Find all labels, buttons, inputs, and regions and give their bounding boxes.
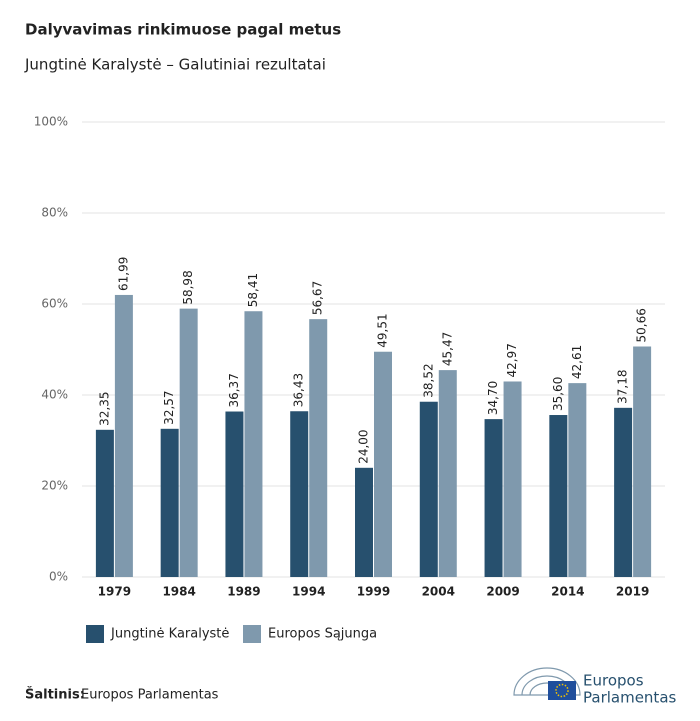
value-label: 34,70 bbox=[486, 381, 500, 415]
y-tick-label: 40% bbox=[41, 388, 68, 402]
value-label: 42,61 bbox=[570, 345, 584, 379]
value-label: 38,52 bbox=[421, 363, 435, 397]
bar bbox=[95, 429, 114, 577]
x-tick-label: 1999 bbox=[357, 585, 390, 599]
bar bbox=[309, 319, 328, 577]
bar bbox=[484, 419, 503, 577]
bar bbox=[549, 415, 568, 577]
bar bbox=[568, 383, 587, 577]
logo-icon bbox=[513, 667, 581, 700]
x-tick-label: 1984 bbox=[162, 585, 195, 599]
value-label: 50,66 bbox=[635, 308, 649, 342]
bar bbox=[614, 407, 633, 577]
legend-label: Jungtinė Karalystė bbox=[110, 627, 229, 642]
bar bbox=[419, 401, 438, 577]
logo-text: Parlamentas bbox=[583, 689, 677, 707]
y-tick-label: 0% bbox=[49, 570, 68, 584]
legend-swatch bbox=[86, 625, 104, 643]
x-tick-label: 2014 bbox=[551, 585, 584, 599]
y-tick-label: 100% bbox=[34, 115, 68, 129]
bar bbox=[179, 308, 198, 577]
logo-text: Europos bbox=[583, 672, 644, 690]
y-tick-label: 80% bbox=[41, 206, 68, 220]
bar bbox=[374, 351, 392, 577]
value-label: 24,00 bbox=[357, 429, 371, 463]
source: Europos Parlamentas bbox=[81, 688, 219, 703]
value-label: 32,57 bbox=[162, 390, 176, 424]
y-tick-label: 20% bbox=[41, 479, 68, 493]
value-label: 42,97 bbox=[505, 343, 519, 377]
bar bbox=[503, 381, 522, 577]
bar bbox=[225, 411, 244, 577]
source-label: Šaltinis: bbox=[25, 687, 85, 703]
chart-title: Dalyvavimas rinkimuose pagal metus bbox=[25, 21, 341, 39]
bar bbox=[114, 294, 133, 577]
value-label: 56,67 bbox=[311, 281, 325, 315]
bar bbox=[438, 370, 457, 577]
value-label: 61,99 bbox=[116, 257, 130, 291]
bar bbox=[355, 467, 373, 577]
value-label: 58,98 bbox=[181, 270, 195, 304]
bar bbox=[290, 411, 309, 577]
value-label: 35,60 bbox=[551, 377, 565, 411]
value-label: 49,51 bbox=[376, 313, 390, 347]
value-label: 32,35 bbox=[97, 391, 111, 425]
chart-subtitle: Jungtinė Karalystė – Galutiniai rezultat… bbox=[24, 56, 326, 74]
value-label: 36,37 bbox=[227, 373, 241, 407]
legend-label: Europos Sąjunga bbox=[268, 627, 377, 642]
x-tick-label: 2009 bbox=[486, 585, 519, 599]
value-label: 58,41 bbox=[246, 273, 260, 307]
bar bbox=[244, 311, 263, 577]
x-tick-label: 2004 bbox=[422, 585, 455, 599]
x-tick-label: 1979 bbox=[98, 585, 131, 599]
x-tick-label: 1989 bbox=[227, 585, 260, 599]
bar bbox=[633, 346, 652, 577]
x-tick-label: 1994 bbox=[292, 585, 325, 599]
value-label: 37,18 bbox=[616, 369, 630, 403]
bar bbox=[160, 428, 179, 577]
value-label: 45,47 bbox=[440, 332, 454, 366]
legend-swatch bbox=[243, 625, 261, 643]
value-label: 36,43 bbox=[292, 373, 306, 407]
x-tick-label: 2019 bbox=[616, 585, 649, 599]
y-tick-label: 60% bbox=[41, 297, 68, 311]
